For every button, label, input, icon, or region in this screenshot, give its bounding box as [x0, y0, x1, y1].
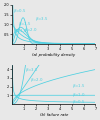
Text: $\beta$=1.0: $\beta$=1.0: [72, 91, 85, 99]
Text: $\beta$=1.5: $\beta$=1.5: [72, 82, 85, 90]
Text: $\beta$=1.0: $\beta$=1.0: [14, 27, 28, 35]
Text: $\beta$=2.0: $\beta$=2.0: [24, 26, 38, 34]
Text: $\beta$=0.5: $\beta$=0.5: [13, 7, 26, 15]
Text: $\beta$=2.0: $\beta$=2.0: [30, 76, 44, 84]
Text: $\beta$=0.5: $\beta$=0.5: [72, 98, 85, 105]
X-axis label: (a) probability density: (a) probability density: [32, 53, 75, 57]
Text: $\beta$=1.5: $\beta$=1.5: [18, 20, 32, 28]
X-axis label: (b) failure rate: (b) failure rate: [40, 113, 68, 117]
Text: $\beta$=3.5: $\beta$=3.5: [35, 15, 48, 23]
Text: $\beta$=3.5: $\beta$=3.5: [25, 66, 39, 74]
